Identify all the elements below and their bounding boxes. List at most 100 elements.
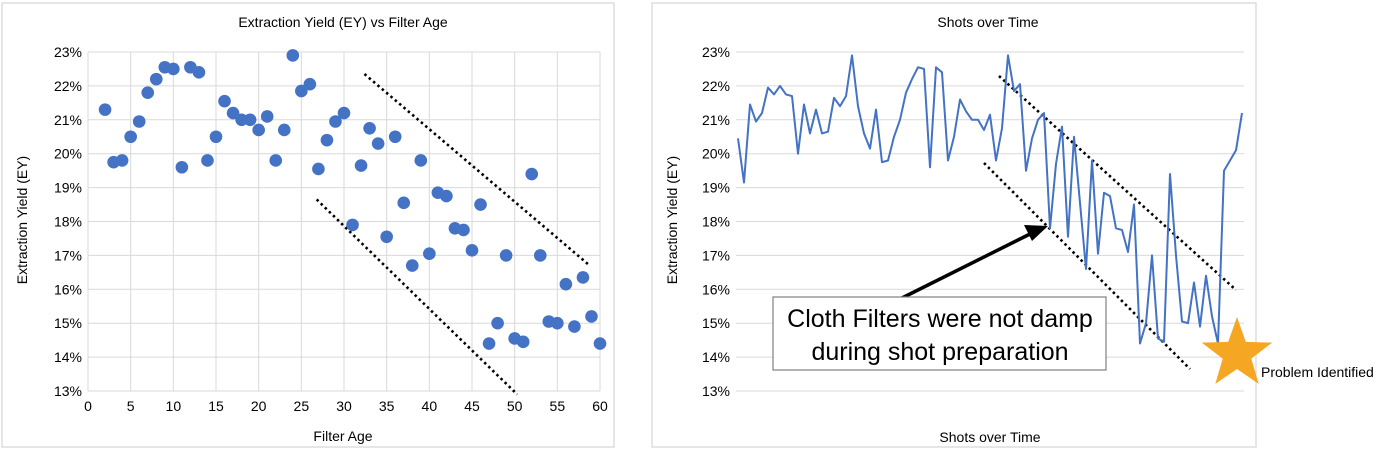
y-tick-label: 18% (702, 214, 730, 230)
star-icon (1201, 317, 1273, 384)
x-tick-label: 55 (550, 398, 566, 414)
trend-line (363, 73, 591, 267)
data-point (354, 159, 368, 172)
data-point (465, 244, 479, 257)
data-point (226, 106, 240, 120)
y-tick-label: 22% (54, 78, 82, 94)
callout-text-line-2: during shot preparation (811, 338, 1068, 366)
line-chart: Shots over Time 13% 14% 15% 16% 17% 18% 19% 20%… (651, 2, 1374, 448)
data-point (218, 94, 231, 108)
data-point (98, 103, 112, 116)
data-point (397, 196, 411, 210)
data-point (593, 337, 607, 350)
y-tick-label: 19% (702, 180, 730, 196)
y-tick-label: 17% (54, 247, 82, 263)
y-tick-label: 15% (702, 315, 730, 331)
trend-line (315, 198, 519, 396)
data-point (414, 154, 428, 167)
data-point (533, 249, 547, 262)
x-tick-label: 60 (592, 398, 608, 414)
data-point (320, 133, 334, 147)
y-tick-label: 13% (54, 383, 82, 399)
y-tick-label: 20% (702, 146, 730, 162)
chart-frame (651, 2, 1257, 448)
y-tick-label: 14% (54, 349, 82, 365)
data-point (277, 123, 291, 137)
data-point (175, 160, 189, 174)
data-point (192, 66, 206, 79)
data-point (141, 86, 155, 99)
y-axis-ticks: 13% 14% 15% 16% 17% 18% 19% 20% 21% 22% 23% (54, 44, 82, 399)
x-tick-label: 25 (294, 398, 310, 414)
y-tick-label: 22% (702, 78, 730, 94)
chart-title: Shots over Time (937, 14, 1038, 30)
data-point (149, 72, 163, 86)
data-point (243, 113, 257, 127)
y-tick-label: 16% (702, 281, 730, 297)
trend-line (998, 75, 1237, 291)
y-tick-label: 18% (54, 214, 82, 230)
data-point (568, 320, 581, 333)
y-tick-label: 14% (702, 349, 730, 365)
data-point (525, 167, 539, 181)
chart-title: Extraction Yield (EY) vs Filter Age (238, 14, 448, 30)
data-point (303, 77, 317, 91)
data-point (329, 115, 342, 128)
problem-label: Problem Identified (1261, 364, 1374, 380)
data-point (346, 218, 359, 232)
data-point (491, 316, 504, 330)
data-points (98, 49, 607, 350)
data-point (124, 130, 137, 144)
data-point (132, 115, 146, 128)
data-point (423, 247, 436, 261)
x-tick-label: 35 (379, 398, 395, 414)
data-point (337, 106, 351, 120)
data-point (516, 335, 530, 349)
trend-lines (983, 75, 1237, 370)
y-tick-label: 17% (702, 247, 730, 263)
data-point (457, 223, 470, 237)
data-point (380, 230, 393, 244)
callout-box (772, 296, 1107, 371)
data-point (576, 271, 590, 284)
data-point (252, 123, 265, 137)
data-point (499, 249, 513, 262)
y-tick-label: 16% (54, 281, 82, 297)
x-tick-label: 0 (84, 398, 92, 414)
y-tick-label: 20% (54, 146, 82, 162)
data-point (405, 259, 419, 272)
scatter-chart: Extraction Yield (EY) vs Filter Age 13%1… (1, 2, 615, 448)
data-point (440, 189, 453, 203)
y-tick-label: 13% (702, 383, 730, 399)
x-axis-ticks: 0 5 10 15 20 25 30 35 40 45 50 55 60 (84, 398, 608, 414)
data-point (201, 154, 214, 167)
data-point (585, 310, 598, 323)
data-point (167, 62, 180, 76)
data-point (371, 137, 385, 150)
callout-text-line-1: Cloth Filters were not damp (787, 305, 1093, 333)
callout-arrow-shaft (895, 231, 1033, 303)
data-point (312, 162, 325, 176)
x-tick-label: 15 (208, 398, 224, 414)
data-point (295, 84, 308, 98)
data-point (286, 49, 300, 62)
y-tick-label: 21% (54, 112, 82, 128)
x-tick-label: 50 (507, 398, 523, 414)
y-tick-label: 15% (54, 315, 82, 331)
x-tick-label: 40 (422, 398, 438, 414)
data-series-line (737, 54, 1243, 345)
y-tick-label: 19% (54, 180, 82, 196)
data-point (388, 130, 402, 144)
data-point (363, 121, 376, 135)
y-tick-label: 23% (54, 44, 82, 60)
callout-arrow-head (1024, 225, 1048, 241)
y-tick-label: 21% (702, 112, 730, 128)
y-tick-label: 23% (702, 44, 730, 60)
data-point (474, 198, 487, 211)
data-point (260, 110, 274, 123)
data-point (482, 337, 496, 350)
data-point (209, 130, 223, 144)
data-point (115, 154, 129, 167)
trend-lines (315, 73, 591, 396)
